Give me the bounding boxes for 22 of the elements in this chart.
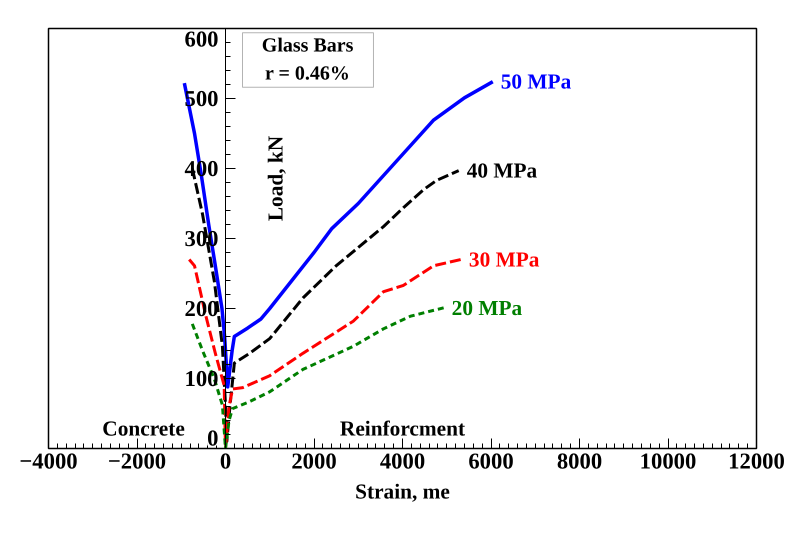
x-axis-title: Strain, me xyxy=(355,480,450,504)
y-axis-title: Load, kN xyxy=(264,135,288,222)
y-tick-label: 200 xyxy=(184,296,218,321)
x-tick-label: 6000 xyxy=(468,448,514,474)
x-tick-label: 4000 xyxy=(380,448,426,474)
series-label: 50 MPa xyxy=(500,70,572,94)
series-label: 30 MPa xyxy=(468,248,540,272)
y-tick-label: 600 xyxy=(184,26,218,52)
series-label: 40 MPa xyxy=(466,158,538,183)
y-tick-label: 0 xyxy=(207,426,218,450)
annotation: Glass Bars xyxy=(262,34,354,56)
annotation: Concrete xyxy=(102,416,185,440)
x-tick-label: −2000 xyxy=(108,448,166,474)
x-tick-label: 8000 xyxy=(556,448,602,474)
x-tick-label: −4000 xyxy=(19,448,78,474)
x-tick-label: 2000 xyxy=(291,448,337,474)
series-label: 20 MPa xyxy=(452,296,522,320)
annotation: r = 0.46% xyxy=(264,62,350,84)
annotation: Reinforcment xyxy=(340,416,466,440)
y-tick-label: 100 xyxy=(184,366,218,391)
x-tick-label: 12000 xyxy=(728,448,785,474)
x-tick-label: 10000 xyxy=(640,448,696,474)
